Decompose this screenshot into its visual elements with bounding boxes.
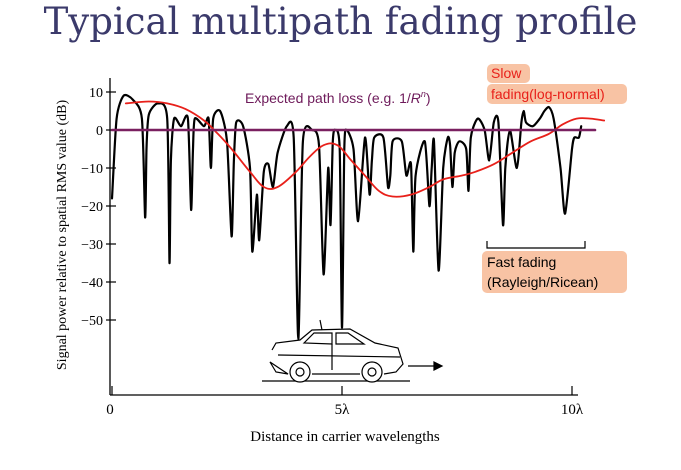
expected-sup: n bbox=[421, 89, 426, 99]
x-axis-label: Distance in carrier wavelengths bbox=[250, 429, 440, 445]
y-tick-label: −20 bbox=[81, 200, 103, 215]
y-tick-label: 10 bbox=[89, 86, 103, 101]
fast-fading-bracket bbox=[486, 241, 586, 249]
slow-fading-box-line2 bbox=[487, 84, 627, 104]
x-tick-label: 10λ bbox=[561, 402, 584, 418]
y-tick-label: −50 bbox=[81, 314, 103, 329]
fast-fading-box bbox=[482, 251, 627, 293]
expected-var: R bbox=[411, 90, 421, 106]
y-tick-label: −30 bbox=[81, 238, 103, 253]
expected-path-loss-label: Expected path loss (e.g. 1/Rn) bbox=[245, 89, 431, 106]
x-tick-label: 0 bbox=[106, 402, 114, 418]
slow-fading-label-line1: Slow bbox=[491, 65, 522, 81]
x-tick-label: 5λ bbox=[335, 402, 351, 418]
y-tick-label: 0 bbox=[96, 124, 103, 139]
fast-fading-label-line1: Fast fading bbox=[487, 254, 556, 270]
car-illustration bbox=[262, 319, 444, 383]
fast-fading-label-line2: (Rayleigh/Ricean) bbox=[487, 274, 598, 290]
expected-suffix: ) bbox=[426, 90, 431, 106]
page-title: Typical multipath fading profile bbox=[43, 0, 638, 43]
expected-prefix: Expected path loss (e.g. 1/ bbox=[245, 90, 411, 106]
y-axis-label: Signal power relative to spatial RMS val… bbox=[55, 100, 70, 371]
fast-fading-series-line bbox=[110, 93, 583, 341]
y-tick-label: −10 bbox=[81, 162, 103, 177]
slow-fading-series-line bbox=[124, 100, 605, 198]
slow-fading-box-line1 bbox=[487, 64, 530, 83]
y-tick-label: −40 bbox=[81, 276, 103, 291]
slow-fading-label-line2: fading(log-normal) bbox=[491, 86, 605, 102]
